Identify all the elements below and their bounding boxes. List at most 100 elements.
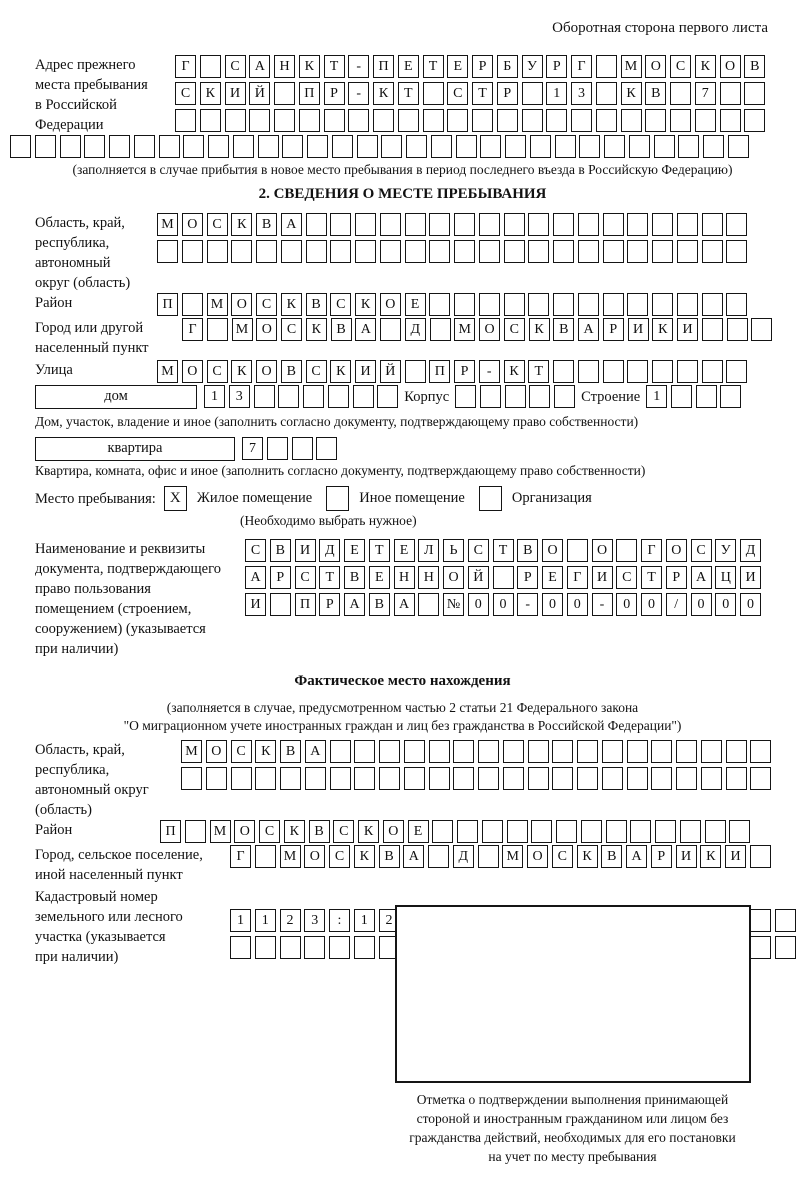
form-cell[interactable] (352, 385, 374, 408)
form-cell[interactable]: М (231, 318, 253, 341)
form-cell[interactable]: Т (492, 539, 514, 562)
form-cell[interactable] (492, 566, 514, 589)
form-cell[interactable]: О (665, 539, 687, 562)
form-cell[interactable] (255, 767, 277, 790)
form-cell[interactable] (355, 240, 376, 263)
form-cell[interactable] (676, 213, 698, 236)
form-cell[interactable] (447, 109, 469, 132)
form-cell[interactable]: 1 (254, 909, 276, 932)
form-cell[interactable]: Е (404, 293, 426, 316)
form-cell[interactable]: Д (740, 539, 761, 562)
form-cell[interactable] (676, 740, 697, 763)
form-cell[interactable]: О (479, 318, 500, 341)
form-cell[interactable] (133, 135, 155, 158)
form-cell[interactable] (504, 385, 526, 408)
form-cell[interactable]: М (454, 318, 476, 341)
form-cell[interactable] (432, 820, 454, 843)
form-cell[interactable]: Р (269, 566, 291, 589)
form-cell[interactable] (719, 109, 741, 132)
form-cell[interactable]: К (528, 318, 550, 341)
form-cell[interactable] (727, 135, 749, 158)
form-cell[interactable] (694, 109, 716, 132)
form-cell[interactable]: В (517, 539, 539, 562)
form-cell[interactable] (554, 385, 576, 408)
form-cell[interactable] (528, 240, 550, 263)
form-cell[interactable] (701, 240, 723, 263)
form-cell[interactable]: - (348, 55, 370, 78)
form-cell[interactable] (266, 437, 288, 460)
form-cell[interactable] (184, 820, 206, 843)
form-cell[interactable]: 0 (467, 593, 489, 616)
form-cell[interactable]: М (181, 740, 202, 763)
form-cell[interactable] (307, 135, 328, 158)
form-cell[interactable]: С (670, 55, 691, 78)
form-cell[interactable] (329, 767, 351, 790)
form-cell[interactable]: Т (472, 82, 493, 105)
form-cell[interactable] (454, 240, 475, 263)
form-cell[interactable] (729, 820, 751, 843)
form-cell[interactable] (230, 936, 251, 959)
form-cell[interactable] (749, 845, 771, 868)
form-cell[interactable] (305, 240, 327, 263)
form-cell[interactable] (455, 135, 477, 158)
form-cell[interactable]: Д (319, 539, 341, 562)
form-cell[interactable]: О (256, 318, 278, 341)
form-cell[interactable] (726, 213, 748, 236)
form-cell[interactable]: У (715, 539, 737, 562)
form-cell[interactable]: К (255, 740, 277, 763)
form-cell[interactable] (379, 213, 401, 236)
form-cell[interactable] (553, 240, 574, 263)
form-cell[interactable] (553, 360, 574, 383)
form-cell[interactable] (479, 385, 501, 408)
form-cell[interactable]: Е (344, 539, 365, 562)
form-cell[interactable]: С (259, 820, 280, 843)
form-cell[interactable] (616, 539, 638, 562)
form-cell[interactable] (256, 240, 277, 263)
form-cell[interactable]: О (527, 845, 548, 868)
form-cell[interactable] (206, 318, 228, 341)
form-cell[interactable]: Г (230, 845, 251, 868)
form-cell[interactable] (422, 82, 444, 105)
form-cell[interactable] (627, 213, 649, 236)
form-cell[interactable] (605, 820, 627, 843)
form-cell[interactable]: Е (407, 820, 429, 843)
form-cell[interactable]: А (355, 318, 377, 341)
form-cell[interactable] (676, 293, 698, 316)
form-cell[interactable]: К (503, 360, 525, 383)
form-cell[interactable] (580, 820, 602, 843)
form-cell[interactable]: 7 (242, 437, 263, 460)
form-cell[interactable] (678, 135, 700, 158)
form-cell[interactable] (34, 135, 56, 158)
form-cell[interactable] (428, 740, 450, 763)
form-cell[interactable]: Е (542, 566, 563, 589)
form-cell[interactable]: О (382, 820, 404, 843)
form-cell[interactable] (604, 135, 625, 158)
form-cell[interactable]: К (280, 293, 302, 316)
form-cell[interactable]: 0 (566, 593, 588, 616)
form-cell[interactable] (10, 135, 31, 158)
form-cell[interactable] (330, 213, 352, 236)
form-cell[interactable]: Д (404, 318, 426, 341)
form-cell[interactable]: И (677, 318, 698, 341)
form-cell[interactable]: Д (452, 845, 474, 868)
form-cell[interactable] (404, 213, 426, 236)
form-cell[interactable] (249, 109, 271, 132)
form-cell[interactable]: С (294, 566, 316, 589)
form-cell[interactable]: Е (447, 55, 469, 78)
form-cell[interactable] (505, 135, 526, 158)
form-cell[interactable] (529, 385, 551, 408)
form-cell[interactable] (330, 240, 352, 263)
form-cell[interactable]: С (175, 82, 196, 105)
form-cell[interactable] (630, 820, 652, 843)
form-cell[interactable] (726, 240, 748, 263)
form-cell[interactable] (571, 109, 592, 132)
form-cell[interactable] (231, 240, 253, 263)
form-cell[interactable] (552, 740, 574, 763)
form-cell[interactable]: М (502, 845, 524, 868)
form-cell[interactable] (521, 109, 543, 132)
form-cell[interactable] (651, 740, 673, 763)
form-cell[interactable]: И (355, 360, 376, 383)
form-cell[interactable] (652, 240, 673, 263)
form-cell[interactable] (676, 360, 698, 383)
form-cell[interactable]: 0 (690, 593, 712, 616)
